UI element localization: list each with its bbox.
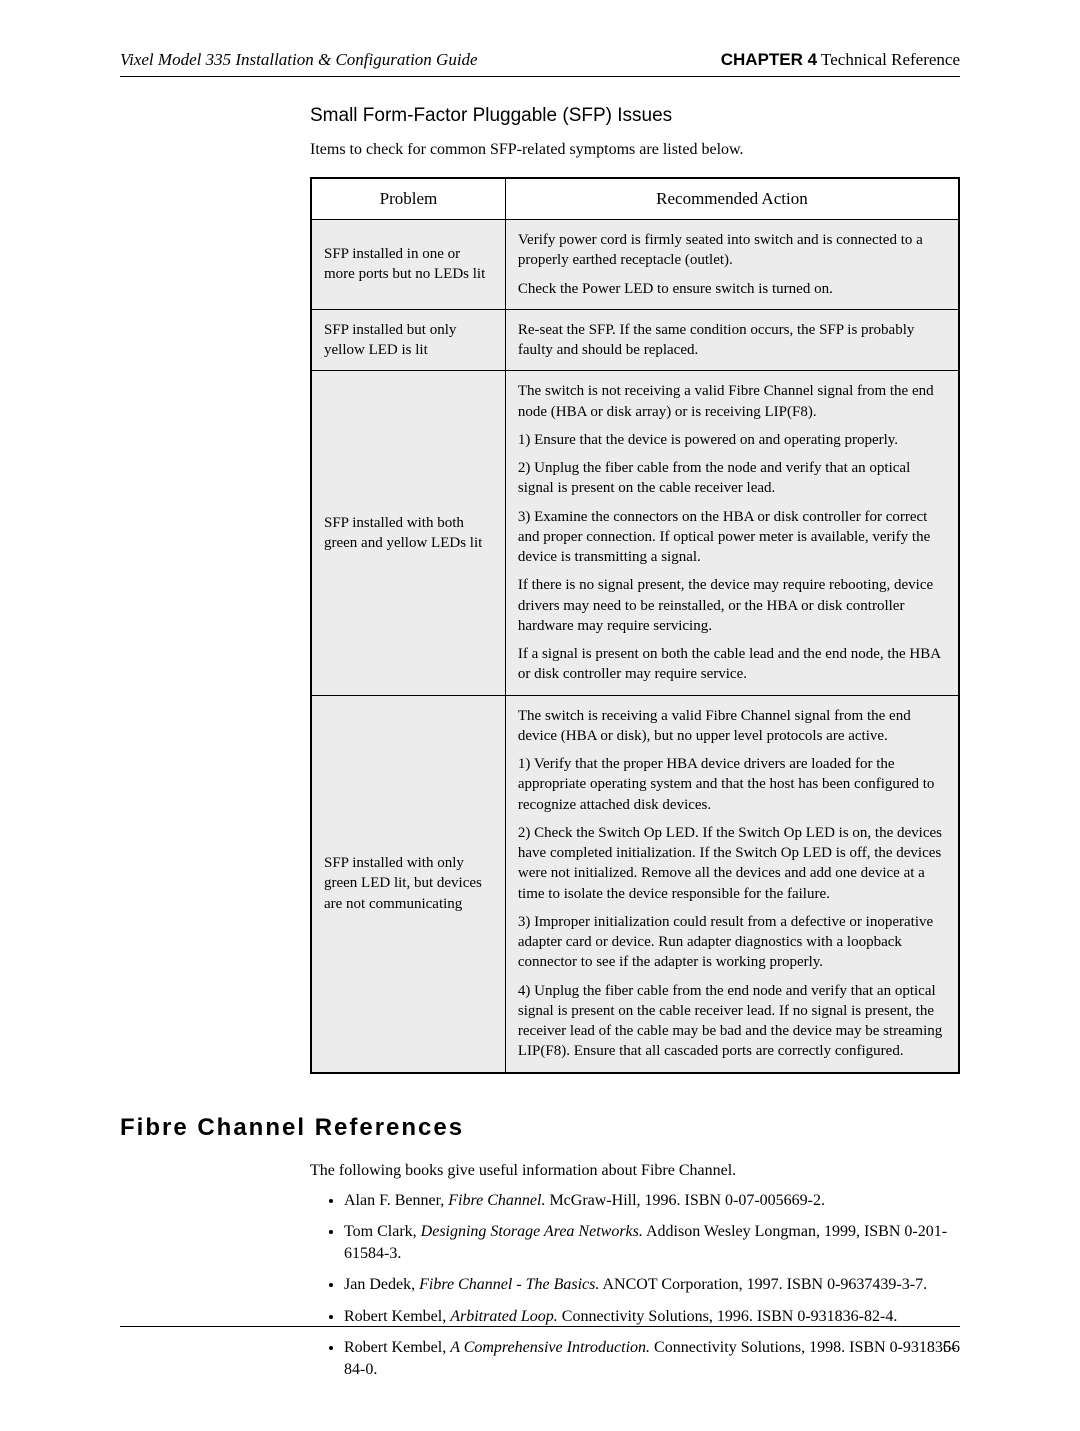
action-paragraph: 1) Ensure that the device is powered on … bbox=[518, 430, 946, 450]
ref-title: A Comprehensive Introduction. bbox=[450, 1339, 650, 1356]
list-item: Robert Kembel, A Comprehensive Introduct… bbox=[344, 1337, 960, 1380]
action-paragraph: If there is no signal present, the devic… bbox=[518, 575, 946, 636]
page-header: Vixel Model 335 Installation & Configura… bbox=[120, 50, 960, 77]
fc-refs-intro: The following books give useful informat… bbox=[310, 1162, 960, 1180]
fc-refs-body: The following books give useful informat… bbox=[310, 1162, 960, 1381]
action-paragraph: 4) Unplug the fiber cable from the end n… bbox=[518, 981, 946, 1062]
ref-title: Arbitrated Loop. bbox=[450, 1308, 558, 1325]
ref-rest: McGraw-Hill, 1996. ISBN 0-07-005669-2. bbox=[545, 1192, 825, 1209]
action-paragraph: Verify power cord is firmly seated into … bbox=[518, 230, 946, 271]
list-item: Jan Dedek, Fibre Channel - The Basics. A… bbox=[344, 1274, 960, 1296]
sfp-intro: Items to check for common SFP-related sy… bbox=[310, 141, 960, 159]
cell-problem: SFP installed in one or more ports but n… bbox=[311, 220, 505, 310]
header-doc-title: Vixel Model 335 Installation & Configura… bbox=[120, 50, 478, 70]
page-number: 56 bbox=[943, 1337, 960, 1357]
cell-problem: SFP installed with only green LED lit, b… bbox=[311, 695, 505, 1073]
action-paragraph: Check the Power LED to ensure switch is … bbox=[518, 279, 946, 299]
header-chapter: CHAPTER 4 Technical Reference bbox=[721, 50, 960, 70]
table-header-row: Problem Recommended Action bbox=[311, 178, 959, 220]
sfp-section: Small Form-Factor Pluggable (SFP) Issues… bbox=[310, 105, 960, 1074]
action-paragraph: 2) Check the Switch Op LED. If the Switc… bbox=[518, 823, 946, 904]
fc-refs-list: Alan F. Benner, Fibre Channel. McGraw-Hi… bbox=[310, 1190, 960, 1381]
action-paragraph: The switch is not receiving a valid Fibr… bbox=[518, 381, 946, 422]
chapter-title: Technical Reference bbox=[817, 50, 960, 69]
ref-title: Fibre Channel - The Basics. bbox=[419, 1276, 599, 1293]
table-row: SFP installed with both green and yellow… bbox=[311, 371, 959, 695]
ref-rest: ANCOT Corporation, 1997. ISBN 0-9637439-… bbox=[599, 1276, 927, 1293]
action-paragraph: Re-seat the SFP. If the same condition o… bbox=[518, 320, 946, 361]
list-item: Robert Kembel, Arbitrated Loop. Connecti… bbox=[344, 1306, 960, 1328]
action-paragraph: The switch is receiving a valid Fibre Ch… bbox=[518, 706, 946, 747]
ref-author: Robert Kembel, bbox=[344, 1308, 450, 1325]
sfp-heading: Small Form-Factor Pluggable (SFP) Issues bbox=[310, 105, 960, 127]
cell-action: Verify power cord is firmly seated into … bbox=[505, 220, 959, 310]
cell-action: Re-seat the SFP. If the same condition o… bbox=[505, 309, 959, 371]
chapter-label: CHAPTER 4 bbox=[721, 50, 817, 69]
ref-author: Robert Kembel, bbox=[344, 1339, 450, 1356]
action-paragraph: 2) Unplug the fiber cable from the node … bbox=[518, 458, 946, 499]
ref-title: Designing Storage Area Networks. bbox=[421, 1223, 643, 1240]
ref-rest: Connectivity Solutions, 1996. ISBN 0-931… bbox=[558, 1308, 898, 1325]
page: Vixel Model 335 Installation & Configura… bbox=[0, 0, 1080, 1431]
action-paragraph: If a signal is present on both the cable… bbox=[518, 644, 946, 685]
ref-author: Tom Clark, bbox=[344, 1223, 421, 1240]
action-paragraph: 3) Improper initialization could result … bbox=[518, 912, 946, 973]
ref-author: Jan Dedek, bbox=[344, 1276, 419, 1293]
sfp-table: Problem Recommended Action SFP installed… bbox=[310, 177, 960, 1074]
table-row: SFP installed in one or more ports but n… bbox=[311, 220, 959, 310]
action-paragraph: 1) Verify that the proper HBA device dri… bbox=[518, 754, 946, 815]
list-item: Tom Clark, Designing Storage Area Networ… bbox=[344, 1221, 960, 1264]
cell-problem: SFP installed but only yellow LED is lit bbox=[311, 309, 505, 371]
table-row: SFP installed with only green LED lit, b… bbox=[311, 695, 959, 1073]
action-paragraph: 3) Examine the connectors on the HBA or … bbox=[518, 507, 946, 568]
cell-action: The switch is receiving a valid Fibre Ch… bbox=[505, 695, 959, 1073]
cell-action: The switch is not receiving a valid Fibr… bbox=[505, 371, 959, 695]
th-problem: Problem bbox=[311, 178, 505, 220]
ref-author: Alan F. Benner, bbox=[344, 1192, 448, 1209]
cell-problem: SFP installed with both green and yellow… bbox=[311, 371, 505, 695]
ref-title: Fibre Channel. bbox=[448, 1192, 545, 1209]
list-item: Alan F. Benner, Fibre Channel. McGraw-Hi… bbox=[344, 1190, 960, 1212]
footer-rule bbox=[120, 1326, 960, 1327]
fc-refs-heading: Fibre Channel References bbox=[120, 1114, 960, 1142]
th-action: Recommended Action bbox=[505, 178, 959, 220]
table-row: SFP installed but only yellow LED is lit… bbox=[311, 309, 959, 371]
